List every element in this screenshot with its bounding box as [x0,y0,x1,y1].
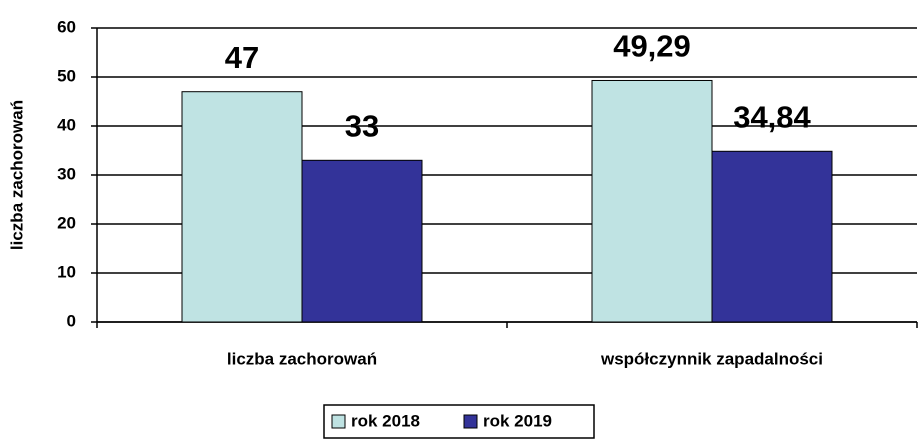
legend-label: rok 2019 [483,411,552,430]
y-tick-label: 30 [57,164,76,183]
bar [591,79,713,323]
x-tick-label: współczynnik zapadalności [600,349,823,368]
y-tick-label: 40 [57,115,76,134]
y-tick-label: 50 [57,66,76,85]
y-tick-label: 0 [67,311,76,330]
bar [181,91,303,323]
legend-label: rok 2018 [351,411,420,430]
bar [711,150,833,323]
value-label: 33 [345,108,379,143]
y-tick-label: 10 [57,262,76,281]
value-label: 47 [225,40,259,75]
bar [301,159,423,323]
legend-box [323,404,595,439]
x-tick-label: liczba zachorowań [227,349,377,368]
value-label: 34,84 [733,99,811,134]
value-label: 49,29 [613,29,691,64]
legend-swatch [331,414,346,429]
y-axis-title: liczba zachorowań [7,100,26,250]
y-tick-label: 60 [57,17,76,36]
legend-swatch [463,414,478,429]
y-tick-label: 20 [57,213,76,232]
